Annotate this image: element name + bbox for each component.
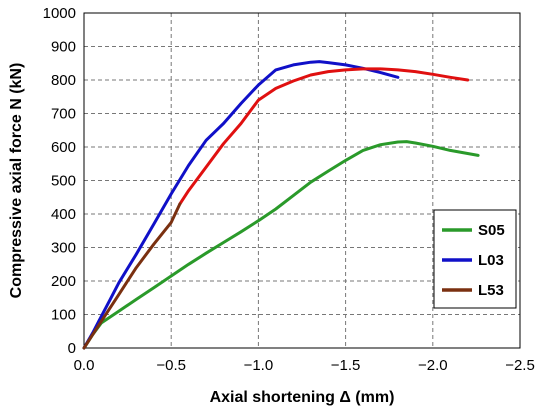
y-tick-label: 900 <box>51 39 76 56</box>
x-axis-title: Axial shortening Δ (mm) <box>210 389 395 406</box>
series-line-2 <box>178 67 470 206</box>
x-tick-label: −2.0 <box>418 357 448 374</box>
series <box>82 60 480 350</box>
legend-label: L03 <box>478 252 504 269</box>
ticks: 0 100 200 300 400 500 600 700 800 900 1000 0.0 −0.5 −… <box>43 5 535 374</box>
y-tick-label: 100 <box>51 307 76 324</box>
y-tick-label: 400 <box>51 206 76 223</box>
plot-frame <box>83 12 521 349</box>
y-tick-label: 700 <box>51 106 76 123</box>
x-tick-label: −0.5 <box>156 357 186 374</box>
x-tick-label: −1.5 <box>331 357 361 374</box>
y-tick-label: 1000 <box>43 5 76 22</box>
x-tick-label: −2.5 <box>505 357 535 374</box>
y-tick-label: 500 <box>51 173 76 190</box>
x-tick-label: 0.0 <box>74 357 95 374</box>
series-line-3 <box>82 202 182 350</box>
legend-label: S05 <box>478 222 505 239</box>
y-tick-label: 0 <box>68 340 76 357</box>
y-tick-label: 200 <box>51 273 76 290</box>
series-line-0 <box>82 140 480 350</box>
x-tick-label: −1.0 <box>244 357 274 374</box>
y-tick-label: 800 <box>51 72 76 89</box>
legend: S05 L03 L53 <box>433 209 517 309</box>
legend-label: L53 <box>478 282 504 299</box>
y-tick-label: 300 <box>51 240 76 257</box>
series-line-1 <box>82 60 400 350</box>
y-tick-label: 600 <box>51 139 76 156</box>
grid <box>84 13 520 348</box>
y-axis-title: Compressive axial force N (kN) <box>8 63 25 299</box>
